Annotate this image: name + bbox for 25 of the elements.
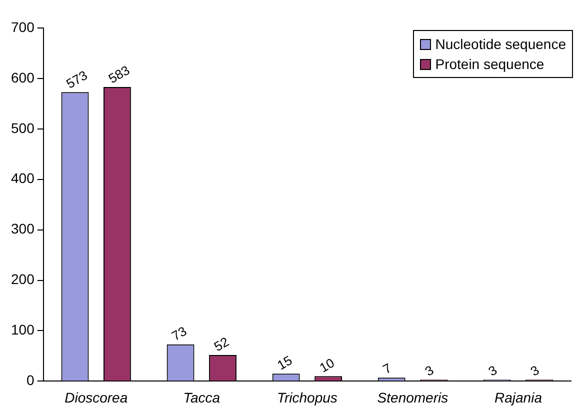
data-label: 10 [316, 355, 337, 376]
data-label: 73 [169, 323, 190, 344]
data-label: 52 [211, 334, 232, 354]
data-label: 3 [422, 362, 436, 379]
data-label: 15 [274, 352, 295, 373]
x-tick-label: Trichopus [276, 389, 338, 406]
y-tick-label: 300 [11, 220, 35, 237]
x-tick-label: Dioscorea [64, 389, 128, 406]
data-label: 7 [380, 360, 394, 377]
y-tick-label: 600 [11, 69, 35, 86]
x-tick-label: Tacca [183, 389, 220, 406]
y-tick-label: 0 [26, 372, 35, 388]
data-label: 583 [106, 62, 132, 86]
legend-label: Nucleotide sequence [435, 35, 566, 54]
x-tick-label: Stenomeris [377, 389, 448, 406]
data-label: 573 [64, 67, 90, 92]
x-tick-label: Rajania [494, 389, 542, 406]
y-tick-label: 200 [11, 271, 35, 288]
legend-label: Protein sequence [435, 55, 544, 74]
y-tick-label: 400 [11, 170, 35, 186]
y-tick-label: 500 [11, 120, 35, 136]
y-tick-label: 700 [11, 18, 35, 35]
y-tick-label: 100 [11, 322, 35, 338]
data-label: 3 [486, 362, 500, 379]
data-label: 3 [528, 362, 542, 379]
